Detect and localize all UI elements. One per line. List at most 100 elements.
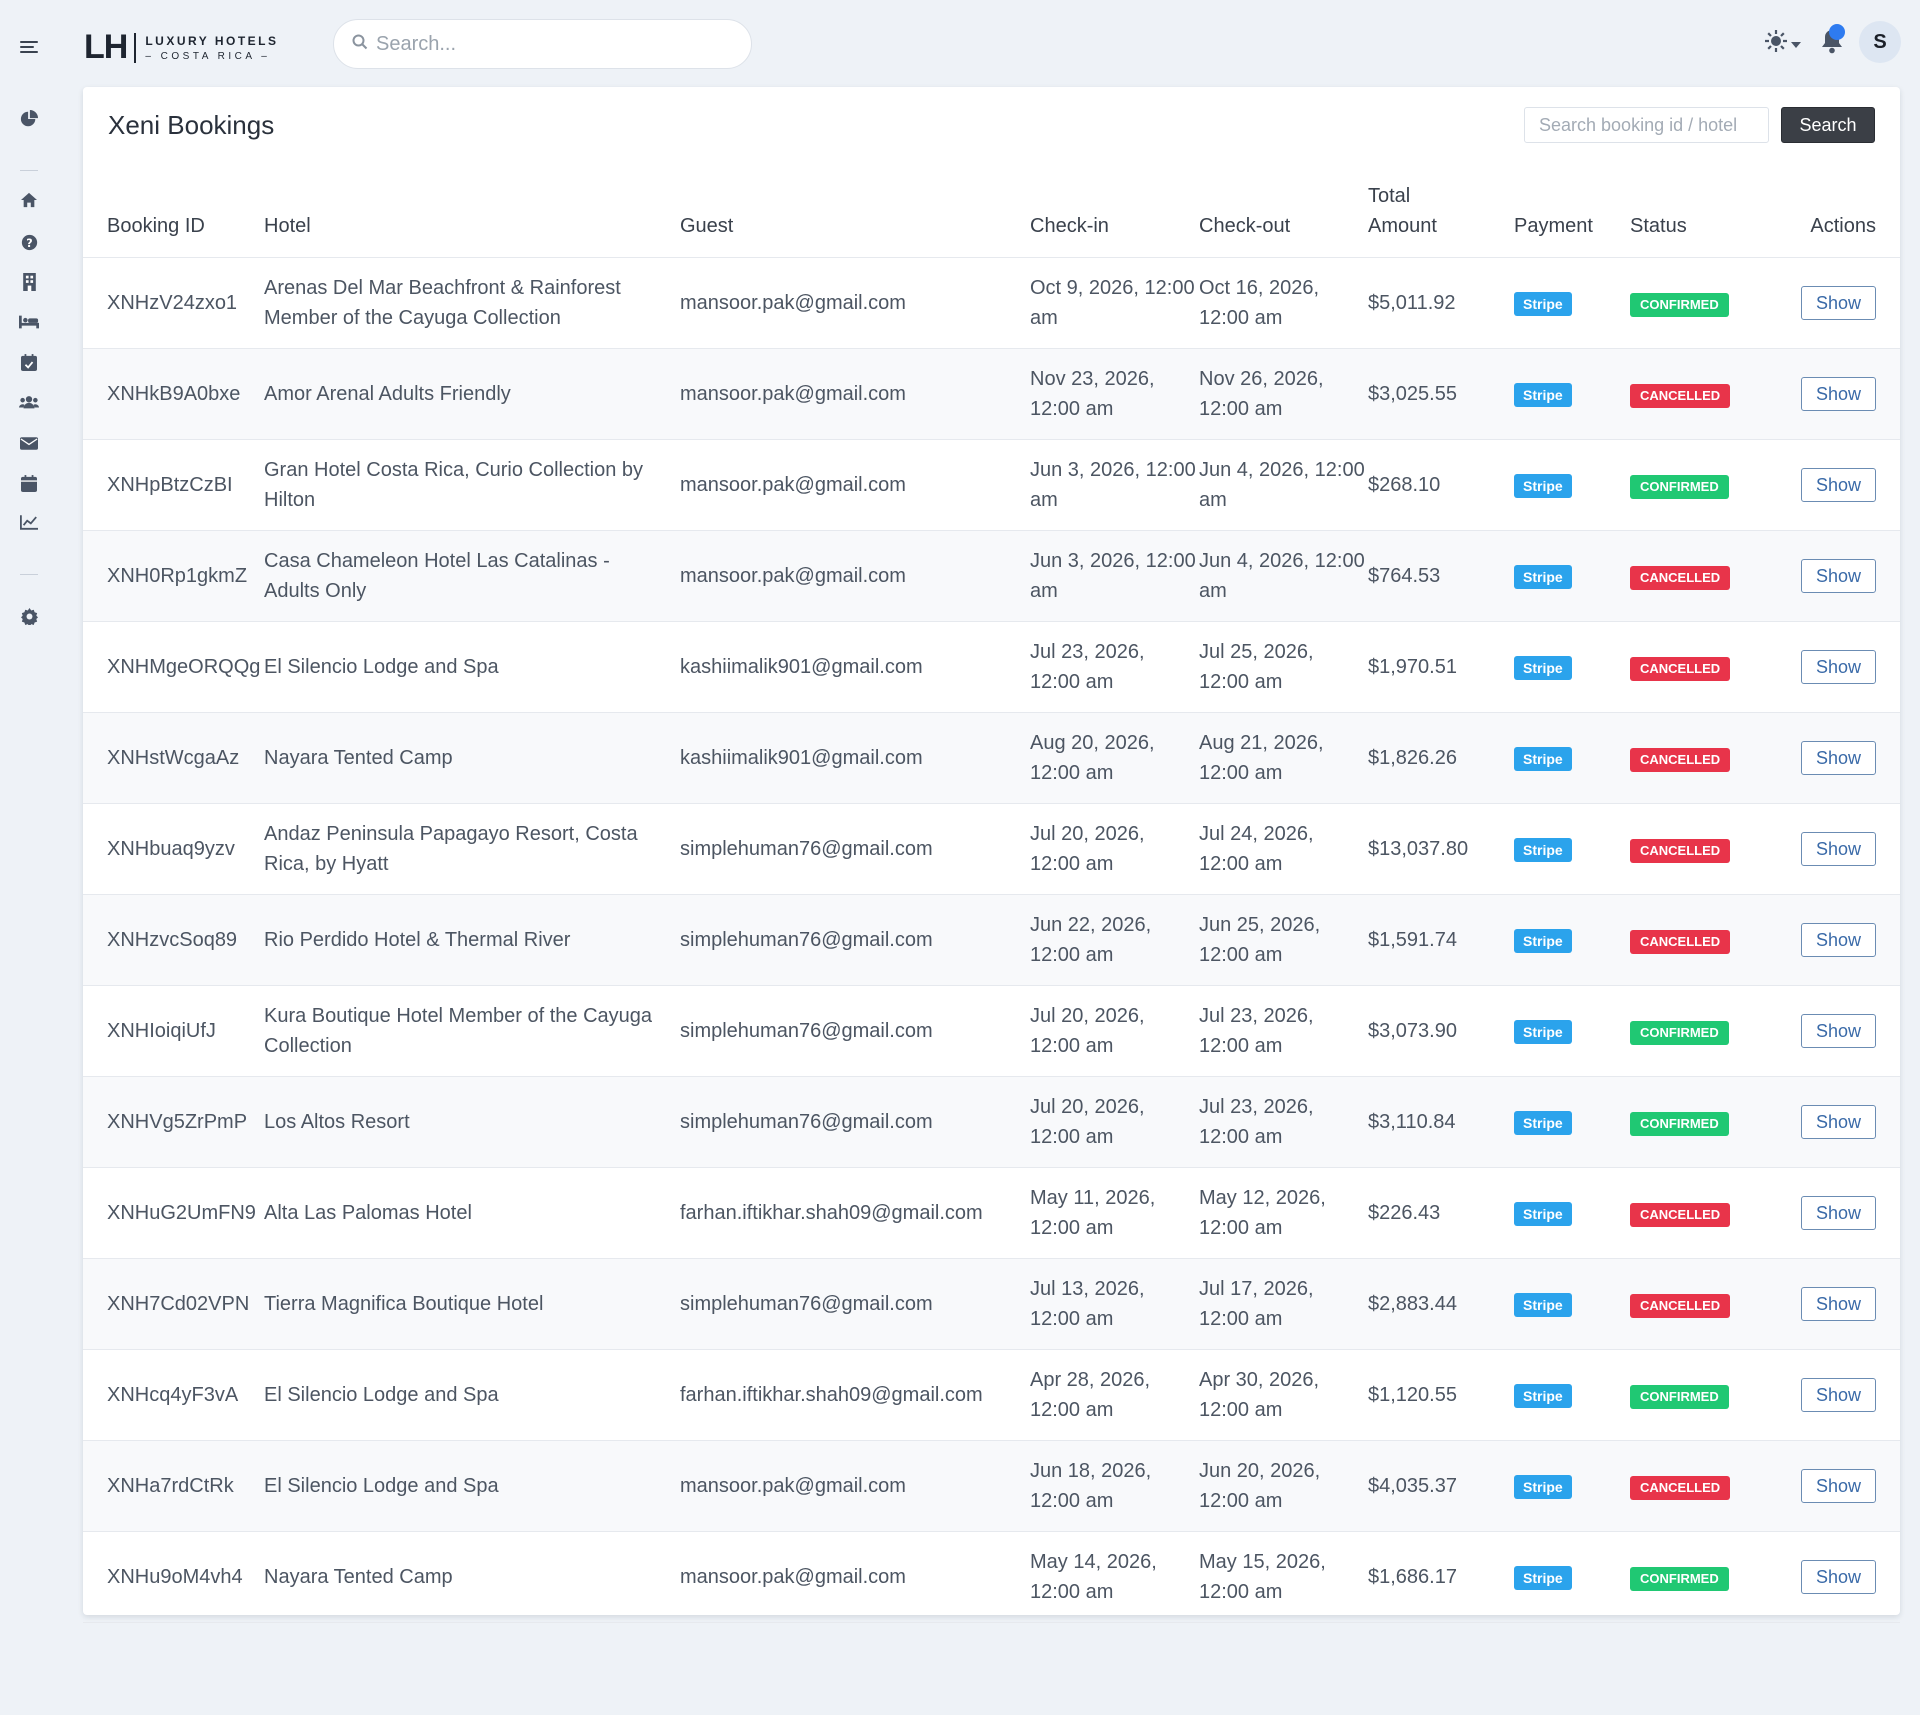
total-amount-cell: $1,970.51 [1368, 621, 1514, 713]
payment-cell: Stripe [1514, 1440, 1630, 1532]
hotel-cell: Casa Chameleon Hotel Las Catalinas - Adu… [264, 530, 680, 622]
status-cell: CANCELLED [1630, 621, 1757, 713]
payment-badge: Stripe [1514, 1565, 1572, 1590]
gear-icon[interactable] [18, 605, 40, 627]
check-in-cell: Nov 23, 2026, 12:00 am [1030, 348, 1199, 440]
guest-cell: simplehuman76@gmail.com [680, 894, 1030, 986]
show-button[interactable]: Show [1800, 1195, 1876, 1230]
payment-badge: Stripe [1514, 1110, 1572, 1135]
show-button[interactable]: Show [1800, 558, 1876, 593]
column-header-check-out[interactable]: Check-out [1199, 177, 1368, 258]
check-out-cell: May 12, 2026, 12:00 am [1199, 1167, 1368, 1259]
total-amount-cell: $268.10 [1368, 439, 1514, 531]
menu-icon[interactable] [18, 36, 40, 58]
column-header-payment[interactable]: Payment [1514, 177, 1630, 258]
chart-line-icon[interactable] [18, 511, 40, 533]
brand-line-2: – COSTA RICA – [145, 50, 271, 62]
show-button[interactable]: Show [1800, 1286, 1876, 1321]
theme-toggle[interactable] [1764, 29, 1801, 58]
global-search[interactable] [333, 19, 752, 69]
show-button[interactable]: Show [1800, 1013, 1876, 1048]
booking-id-cell: XNHa7rdCtRk [83, 1440, 264, 1532]
hotel-cell: Los Altos Resort [264, 1076, 680, 1168]
show-button[interactable]: Show [1800, 649, 1876, 684]
check-in-cell: Jul 23, 2026, 12:00 am [1030, 621, 1199, 713]
envelope-icon[interactable] [18, 432, 40, 454]
chart-pie-icon[interactable] [18, 108, 40, 130]
show-button[interactable]: Show [1800, 376, 1876, 411]
show-button[interactable]: Show [1800, 922, 1876, 957]
show-button[interactable]: Show [1800, 740, 1876, 775]
check-out-cell: Jun 4, 2026, 12:00 am [1199, 530, 1368, 622]
calendar-icon[interactable] [18, 472, 40, 494]
column-header-status[interactable]: Status [1630, 177, 1757, 258]
payment-badge: Stripe [1514, 746, 1572, 771]
payment-cell: Stripe [1514, 439, 1630, 531]
check-out-cell: Aug 21, 2026, 12:00 am [1199, 712, 1368, 804]
status-badge: CONFIRMED [1630, 474, 1729, 499]
total-amount-cell: $764.53 [1368, 530, 1514, 622]
avatar[interactable]: S [1859, 21, 1901, 63]
column-header-guest[interactable]: Guest [680, 177, 1030, 258]
show-button[interactable]: Show [1800, 1377, 1876, 1412]
home-icon[interactable] [18, 189, 40, 211]
check-in-cell: Jul 20, 2026, 12:00 am [1030, 1076, 1199, 1168]
payment-badge: Stripe [1514, 928, 1572, 953]
status-cell: CANCELLED [1630, 1258, 1757, 1350]
payment-badge: Stripe [1514, 1383, 1572, 1408]
table-row: XNHu9oM4vh4 Nayara Tented Camp mansoor.pak… [83, 1531, 1900, 1623]
actions-cell: Show [1757, 894, 1900, 986]
column-header-hotel[interactable]: Hotel [264, 177, 680, 258]
bed-icon[interactable] [18, 311, 40, 333]
column-header-total-amount[interactable]: Total Amount [1368, 177, 1514, 258]
booking-id-cell: XNH0Rp1gkmZ [83, 530, 264, 622]
actions-cell: Show [1757, 803, 1900, 895]
total-header-line-2: Amount [1368, 214, 1437, 237]
show-button[interactable]: Show [1800, 1559, 1876, 1594]
actions-cell: Show [1757, 621, 1900, 713]
payment-badge: Stripe [1514, 1292, 1572, 1317]
show-button[interactable]: Show [1800, 285, 1876, 320]
guest-cell: farhan.iftikhar.shah09@gmail.com [680, 1349, 1030, 1441]
check-in-cell: Jun 3, 2026, 12:00 am [1030, 439, 1199, 531]
check-in-cell: Apr 28, 2026, 12:00 am [1030, 1349, 1199, 1441]
users-icon[interactable] [18, 391, 40, 413]
page-title: Xeni Bookings [108, 110, 275, 140]
chevron-down-icon [1791, 35, 1801, 53]
check-out-cell: Jul 23, 2026, 12:00 am [1199, 1076, 1368, 1168]
column-header-check-in[interactable]: Check-in [1030, 177, 1199, 258]
total-amount-cell: $3,025.55 [1368, 348, 1514, 440]
actions-cell: Show [1757, 712, 1900, 804]
booking-search-input[interactable] [1524, 107, 1769, 143]
guest-cell: mansoor.pak@gmail.com [680, 530, 1030, 622]
search-button[interactable]: Search [1781, 107, 1875, 143]
show-button[interactable]: Show [1800, 467, 1876, 502]
brand-logo[interactable]: LH LUXURY HOTELS – COSTA RICA – [84, 28, 279, 67]
show-button[interactable]: Show [1800, 1468, 1876, 1503]
table-row: XNHzV24zxo1 Arenas Del Mar Beachfront & R… [83, 257, 1900, 349]
check-out-cell: Jun 25, 2026, 12:00 am [1199, 894, 1368, 986]
hotel-cell: Tierra Magnifica Boutique Hotel [264, 1258, 680, 1350]
calendar-check-icon[interactable] [18, 351, 40, 373]
status-badge: CANCELLED [1630, 929, 1731, 954]
guest-cell: simplehuman76@gmail.com [680, 1076, 1030, 1168]
show-button[interactable]: Show [1800, 1104, 1876, 1139]
check-out-cell: Jun 4, 2026, 12:00 am [1199, 439, 1368, 531]
table-row: XNHVg5ZrPmP Los Altos Resort simplehuman76… [83, 1076, 1900, 1168]
payment-badge: Stripe [1514, 1474, 1572, 1499]
payment-cell: Stripe [1514, 1531, 1630, 1623]
building-icon[interactable] [18, 271, 40, 293]
guest-cell: mansoor.pak@gmail.com [680, 439, 1030, 531]
payment-badge: Stripe [1514, 291, 1572, 316]
payment-cell: Stripe [1514, 894, 1630, 986]
total-amount-cell: $4,035.37 [1368, 1440, 1514, 1532]
show-button[interactable]: Show [1800, 831, 1876, 866]
column-header-booking-id[interactable]: Booking ID [83, 177, 264, 258]
global-search-input[interactable] [376, 32, 736, 56]
help-icon[interactable]: ? [18, 231, 40, 253]
payment-badge: Stripe [1514, 1019, 1572, 1044]
booking-id-cell: XNHMgeORQQg [83, 621, 264, 713]
sidebar-divider [20, 574, 38, 575]
payment-cell: Stripe [1514, 985, 1630, 1077]
status-badge: CANCELLED [1630, 1475, 1731, 1500]
